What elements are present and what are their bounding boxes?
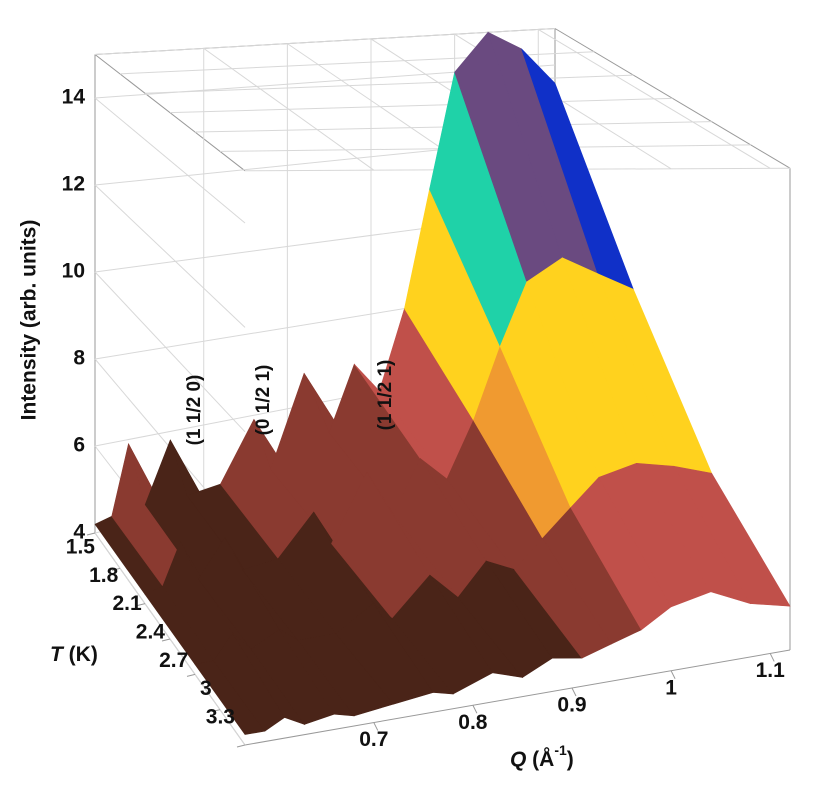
grid-line [144, 74, 634, 94]
tick-mark [236, 744, 246, 748]
y-tick-label: 1.5 [66, 536, 96, 559]
y-tick-label: 14 [62, 86, 86, 109]
x-tick-label: 0.9 [557, 694, 586, 717]
annotation: (0 1/2 1) [253, 365, 274, 436]
t-axis-label: T (K) [50, 643, 98, 666]
y-tick-label: 2.7 [159, 649, 188, 672]
y-tick-label: 12 [62, 173, 85, 196]
x-label-part: ) [567, 748, 574, 771]
y-tick-label: 3 [200, 677, 212, 700]
y-tick-label: 3.3 [206, 706, 235, 729]
x-tick-label: 0.8 [458, 711, 488, 734]
x-label-part: -1 [554, 742, 567, 758]
tick-mark [86, 532, 96, 536]
grid-line [94, 271, 246, 433]
grid-line [94, 28, 556, 55]
y-tick-label: 2.4 [136, 621, 166, 644]
t-label-var: T [50, 643, 65, 666]
y-tick-label: 10 [62, 260, 85, 283]
grid-line [94, 97, 246, 224]
y-axis-label: Intensity (arb. units) [18, 220, 41, 421]
axis-edge [244, 649, 791, 746]
tick-mark [111, 567, 121, 571]
grid-line [94, 184, 246, 328]
tick-mark [186, 673, 196, 677]
surface-patch [673, 465, 791, 607]
tick-mark [161, 638, 171, 642]
t-label-unit: (K) [63, 643, 98, 666]
surface [94, 31, 791, 735]
x-tick-label: 1 [665, 676, 677, 699]
y-tick-label: 4 [73, 521, 85, 544]
tick-mark [769, 653, 775, 662]
y-tick-label: 6 [73, 434, 85, 457]
tick-mark [211, 709, 221, 713]
labels: 4 6 8 10 12 14 0.7 0.8 0.9 1 1.1 1.5 1.8 2.1 2.4 2.7 3 3.… [62, 86, 785, 752]
x-tick-label: 1.1 [756, 659, 786, 682]
x-axis-label: Q (Å-1) [510, 742, 574, 771]
tick-mark [670, 670, 676, 679]
y-tick-label: 8 [73, 347, 85, 370]
y-tick-label: 2.1 [112, 592, 142, 615]
tick-mark [472, 705, 478, 714]
x-label-part: (Å [526, 747, 554, 771]
annotation: (1 1/2 0) [184, 375, 205, 446]
x-label-part: Q [510, 748, 526, 771]
tick-mark [136, 603, 146, 607]
grid-line [169, 97, 673, 114]
tick-mark [571, 687, 577, 697]
annotation: (1 1/2 1) [375, 360, 396, 431]
y-tick-label: 1.8 [89, 564, 119, 587]
tick-mark [373, 722, 379, 731]
x-tick-label: 0.7 [359, 728, 388, 751]
